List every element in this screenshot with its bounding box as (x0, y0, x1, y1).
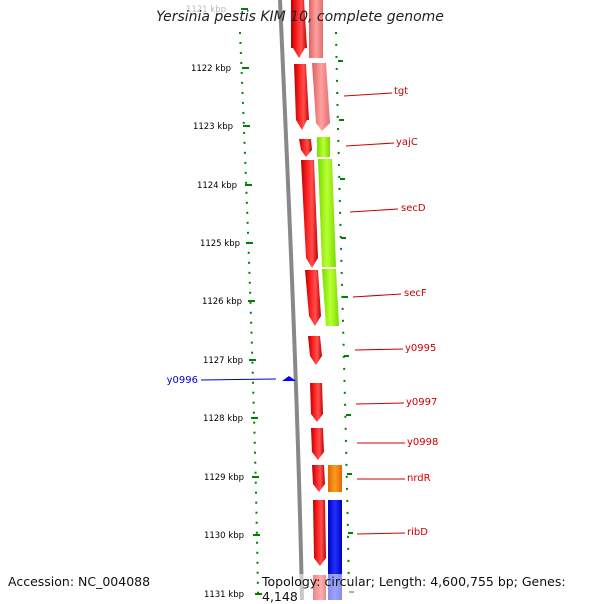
gene-arrow (294, 64, 309, 130)
gene-arrow (301, 160, 318, 268)
scale-label: 1122 kbp (191, 64, 231, 74)
gene-secd-bar (318, 159, 336, 267)
topology-text: Topology: circular; Length: 4,600,755 bp… (262, 574, 600, 604)
gene-arrow (312, 465, 325, 492)
gene-arrow (291, 0, 307, 58)
scale-ticks (241, 8, 262, 595)
outer-ticks (338, 60, 354, 593)
gene-label-y0998[interactable]: y0998 (407, 437, 438, 448)
gene-arrow (308, 336, 322, 365)
scale-label: 1124 kbp (197, 181, 237, 191)
gene-label-nrdr[interactable]: nrdR (407, 473, 431, 484)
gene-arrow (310, 383, 323, 422)
scale-label: 1131 kbp (204, 590, 244, 600)
scale-label: 1129 kbp (204, 473, 244, 483)
scale-label: 1121 kbp (186, 5, 226, 15)
gene-yajc-bar (317, 137, 330, 157)
scale-label: 1130 kbp (204, 531, 244, 541)
gene-label-tgt[interactable]: tgt (394, 86, 408, 97)
gene-y0996-marker (282, 376, 296, 381)
gene-arrow (305, 270, 321, 326)
genome-backbone (278, 0, 304, 600)
map-title: Yersinia pestis KIM 10, complete genome (156, 9, 444, 25)
scale-label: 1126 kbp (202, 297, 242, 307)
gene-tgt-bar (309, 0, 323, 58)
scale-labels: 1121 kbp 1122 kbp 1123 kbp 1124 kbp 1125… (186, 5, 244, 600)
forward-strand-genes (291, 0, 326, 600)
outer-dotted-track (335, 31, 350, 596)
gene-leader-line-y0996 (200, 378, 277, 381)
gene-secf-bar (322, 269, 339, 326)
gene-tgt-bar (312, 63, 330, 131)
accession-text: Accession: NC_004088 (8, 574, 151, 589)
gene-arrow (313, 500, 326, 566)
gene-leader-lines (343, 92, 406, 535)
gene-labels: tgt yajC secD secF y0995 y0997 y0998 nrd… (394, 86, 438, 538)
gene-label-secf[interactable]: secF (404, 288, 427, 299)
scale-label: 1123 kbp (193, 122, 233, 132)
gene-label-ribd[interactable]: ribD (407, 527, 428, 538)
gene-arrow (311, 428, 324, 460)
scale-label: 1125 kbp (200, 239, 240, 249)
gene-label-y0996[interactable]: y0996 (167, 375, 198, 386)
inner-dotted-track (239, 31, 259, 596)
scale-label: 1128 kbp (203, 414, 243, 424)
gene-label-y0995[interactable]: y0995 (405, 343, 436, 354)
gene-label-secd[interactable]: secD (401, 203, 426, 214)
gene-arrow (299, 139, 312, 157)
gene-label-yajc[interactable]: yajC (396, 137, 418, 148)
gene-nrdr-bar (328, 465, 342, 492)
scale-label: 1127 kbp (203, 356, 243, 366)
gene-label-y0997[interactable]: y0997 (406, 397, 437, 408)
